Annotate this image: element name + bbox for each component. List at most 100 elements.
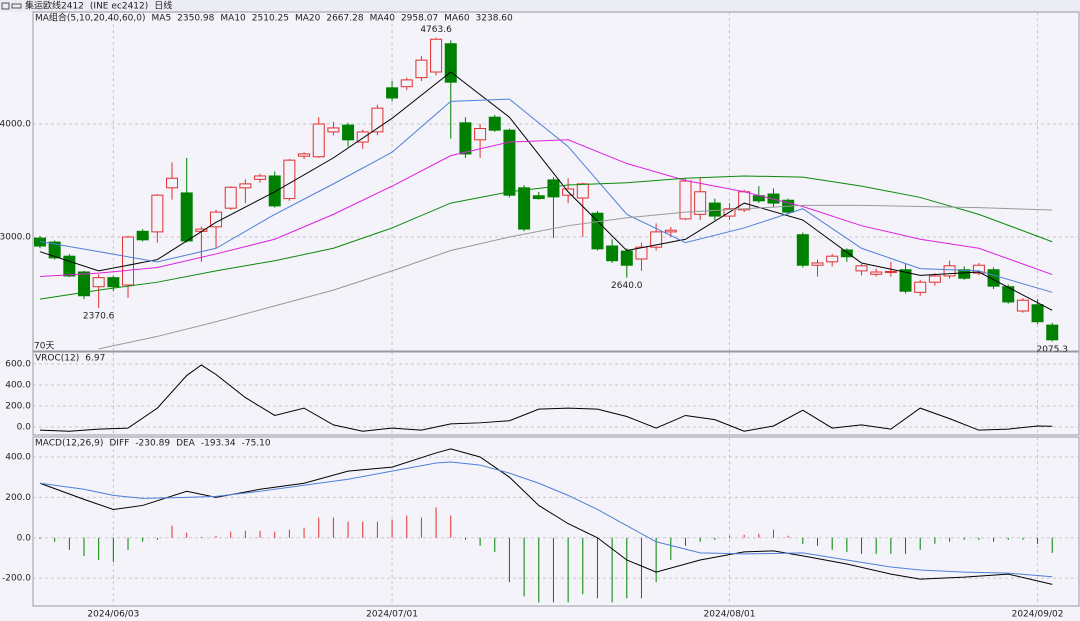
header-bar bbox=[0, 0, 1080, 12]
candle-body bbox=[532, 195, 545, 200]
y-tick-label: 400.0 bbox=[5, 452, 31, 462]
candle-body bbox=[136, 230, 149, 241]
candle-body bbox=[327, 127, 340, 133]
indicator-line bbox=[98, 204, 1053, 350]
panel-border bbox=[32, 11, 1080, 352]
legend-value: 3238.60 bbox=[476, 14, 513, 24]
price-annotation: 2075.3 bbox=[1036, 345, 1068, 355]
candle-body bbox=[298, 153, 311, 157]
y-tick-label: -200.0 bbox=[2, 574, 31, 584]
candle-body bbox=[708, 202, 721, 217]
candle-body bbox=[474, 128, 487, 141]
candle-body bbox=[943, 265, 956, 277]
legend-value: 2510.25 bbox=[252, 14, 289, 24]
candle-body bbox=[371, 107, 384, 133]
y-tick-label: 3000.0 bbox=[0, 232, 31, 242]
period-selector: 日线 bbox=[154, 0, 172, 12]
candle-body bbox=[635, 246, 648, 260]
candle-body bbox=[1031, 304, 1044, 323]
candle-body bbox=[78, 271, 91, 297]
candle-body bbox=[664, 229, 677, 233]
candle-body bbox=[151, 194, 164, 233]
legend-title: MACD(12,26,9) bbox=[35, 439, 103, 449]
x-tick-label: 2024/09/02 bbox=[1012, 610, 1064, 620]
indicator-line bbox=[39, 98, 1053, 293]
candle-body bbox=[268, 175, 281, 207]
y-tick-label: 4000.0 bbox=[0, 119, 31, 129]
y-tick-label: 200.0 bbox=[5, 402, 31, 412]
candle-body bbox=[342, 124, 355, 141]
candle-body bbox=[415, 59, 428, 79]
legend-value: -75.10 bbox=[242, 439, 271, 449]
candle-body bbox=[180, 192, 193, 242]
candle-body bbox=[166, 177, 179, 189]
footnote: 70天 bbox=[34, 342, 54, 352]
indicator-line bbox=[39, 139, 1053, 278]
indicator-line bbox=[39, 175, 1053, 300]
candle-body bbox=[312, 123, 325, 158]
candle-body bbox=[650, 231, 663, 248]
candle-body bbox=[63, 255, 76, 277]
legend-title: VROC(12) bbox=[35, 354, 79, 364]
candle-body bbox=[444, 43, 457, 83]
candle-body bbox=[972, 264, 985, 274]
icon[interactable] bbox=[11, 3, 22, 9]
candle-body bbox=[811, 262, 824, 266]
x-tick-label: 2024/06/03 bbox=[87, 610, 139, 620]
legend-name: MA60 bbox=[444, 14, 470, 24]
legend-name: MA5 bbox=[152, 14, 172, 24]
candle-body bbox=[694, 191, 707, 215]
candle-body bbox=[283, 159, 296, 200]
indicator-line bbox=[39, 461, 1053, 578]
legend-value: 6.97 bbox=[85, 354, 105, 364]
candle-body bbox=[899, 269, 912, 292]
indicator-line bbox=[39, 364, 1053, 432]
price-annotation: 4763.6 bbox=[420, 25, 452, 35]
icon[interactable] bbox=[1, 2, 10, 10]
candle-body bbox=[840, 249, 853, 258]
candle-body bbox=[107, 277, 120, 288]
x-tick-label: 2024/08/01 bbox=[704, 610, 756, 620]
candle-body bbox=[738, 191, 751, 211]
x-tick-label: 2024/07/01 bbox=[366, 610, 418, 620]
candle-body bbox=[767, 193, 780, 204]
candle-body bbox=[122, 236, 135, 286]
y-tick-label: 600.0 bbox=[5, 359, 31, 369]
legend-name: MA40 bbox=[370, 14, 396, 24]
legend-name: MA20 bbox=[295, 14, 321, 24]
instrument-code: (INE ec2412) bbox=[90, 2, 148, 12]
y-tick-label: 0.0 bbox=[17, 533, 32, 543]
y-tick-label: 200.0 bbox=[5, 493, 31, 503]
candle-body bbox=[459, 122, 472, 155]
legend-name: DIFF bbox=[109, 439, 129, 449]
candle-body bbox=[224, 186, 237, 209]
legend-name: MA10 bbox=[220, 14, 246, 24]
price-annotation: 2640.0 bbox=[611, 281, 643, 291]
candle-body bbox=[1002, 286, 1015, 303]
price-annotation: 2370.6 bbox=[83, 312, 115, 322]
y-tick-label: 0.0 bbox=[17, 423, 32, 433]
panel-border bbox=[32, 351, 1080, 436]
y-tick-label: 400.0 bbox=[5, 380, 31, 390]
candle-body bbox=[1046, 324, 1059, 341]
candle-body bbox=[254, 175, 267, 180]
candle-body bbox=[591, 212, 604, 250]
candle-body bbox=[620, 250, 633, 266]
candle-body bbox=[796, 234, 809, 266]
legend-name: DEA bbox=[176, 439, 196, 449]
candle-body bbox=[400, 79, 413, 88]
candle-body bbox=[928, 275, 941, 283]
legend-title: MA组合(5,10,20,40,60,0) bbox=[35, 12, 146, 24]
candle-body bbox=[503, 129, 516, 196]
candle-body bbox=[48, 241, 61, 259]
legend-value: 2350.98 bbox=[177, 14, 214, 24]
legend-value: -230.89 bbox=[135, 439, 170, 449]
candle-body bbox=[488, 116, 501, 131]
candle-body bbox=[518, 187, 531, 230]
candle-body bbox=[356, 131, 369, 143]
indicator-line bbox=[39, 71, 1053, 311]
candle-body bbox=[547, 179, 560, 198]
candle-body bbox=[430, 38, 443, 73]
